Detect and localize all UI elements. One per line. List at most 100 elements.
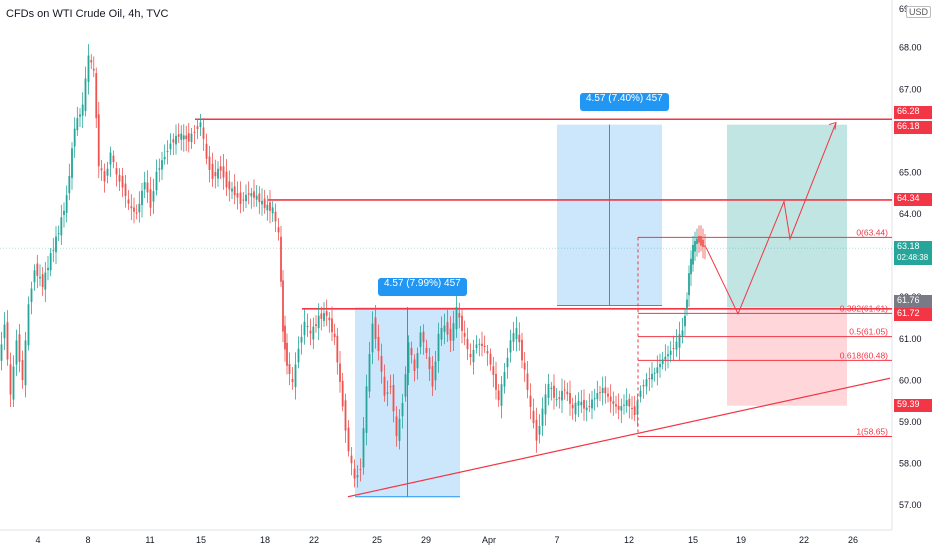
candle-body (217, 168, 219, 179)
candle-body (386, 392, 389, 394)
candle-body (692, 244, 694, 265)
candle-body (500, 384, 503, 406)
candle-body (3, 324, 6, 339)
candle-body (202, 127, 205, 139)
candle-body (690, 258, 692, 275)
candle-body (669, 350, 672, 355)
candle-body (481, 343, 483, 346)
candle-body (180, 133, 183, 140)
candle-body (604, 387, 607, 394)
candle-body (193, 131, 196, 133)
candle-body (458, 313, 461, 318)
price-axis-tag: 64.34 (894, 193, 932, 207)
candle-body (288, 364, 291, 374)
candle-body (97, 114, 100, 167)
candle-body (208, 156, 211, 170)
price-tick-label: 61.00 (899, 334, 922, 344)
candle-body (523, 362, 526, 370)
candle-body (466, 338, 469, 350)
time-tick-label: 22 (799, 535, 809, 545)
price-tick-label: 58.00 (899, 458, 922, 468)
candle-body (100, 168, 103, 171)
time-tick-label: 22 (309, 535, 319, 545)
candle-body (495, 373, 497, 390)
candle-body (492, 366, 495, 375)
candle-body (124, 183, 127, 196)
candle-body (555, 399, 558, 401)
candle-body (368, 353, 371, 392)
candle-body (190, 133, 193, 142)
candle-body (700, 236, 702, 246)
candle-body (303, 321, 306, 336)
price-tick-label: 67.00 (899, 84, 922, 94)
candle-body (563, 389, 566, 391)
price-tick-label: 65.00 (899, 167, 922, 177)
candle-body (625, 400, 628, 406)
candle-body (593, 398, 596, 400)
candle-body (112, 155, 115, 163)
candle-body (566, 391, 569, 395)
candle-body (483, 345, 486, 347)
candle-body (371, 323, 374, 353)
candle-body (449, 328, 452, 341)
candle-body (431, 365, 434, 387)
candle-body (648, 378, 651, 380)
candle-body (544, 394, 547, 415)
candle-body (356, 475, 359, 478)
time-tick-label: 15 (196, 535, 206, 545)
candle-body (667, 354, 669, 357)
candle-body (158, 168, 161, 170)
price-axis-tag: 59.39 (894, 399, 932, 413)
price-axis-tag: 66.18 (894, 120, 932, 134)
candle-body (222, 166, 225, 178)
candle-body (27, 304, 30, 346)
candle-body (569, 392, 571, 404)
candle-body (532, 410, 535, 424)
candle-body (455, 307, 458, 330)
candle-body (297, 348, 300, 363)
candle-body (18, 334, 21, 362)
time-tick-label: 25 (372, 535, 382, 545)
currency-label[interactable]: USD (906, 6, 932, 18)
candle-body (0, 344, 3, 361)
candle-body (339, 363, 341, 382)
time-tick-label: 19 (736, 535, 746, 545)
candle-body (353, 468, 356, 479)
candle-body (472, 349, 475, 363)
rising-trendline (347, 377, 891, 498)
candle-body (317, 315, 320, 329)
candle-body (486, 351, 489, 354)
candle-body (282, 280, 284, 332)
candle-body (47, 267, 49, 271)
candle-body (284, 325, 286, 350)
candle-body (347, 427, 350, 452)
candle-body (515, 328, 518, 340)
candle-body (526, 373, 529, 390)
candle-body (509, 340, 512, 353)
candle-body (52, 249, 55, 251)
time-tick-label: 26 (848, 535, 858, 545)
candle-body (599, 392, 601, 394)
candle-body (535, 419, 538, 441)
candle-body (130, 206, 133, 209)
candle-body (475, 344, 478, 349)
candle-body (684, 315, 686, 327)
price-tick-label: 59.00 (899, 417, 922, 427)
fib-level-label: 1(58.65) (856, 426, 888, 436)
candle-body (84, 78, 87, 111)
candle-body (675, 341, 678, 350)
candle-body (359, 469, 362, 471)
candle-body (389, 386, 392, 388)
fib-level-label: 0.618(60.48) (840, 350, 888, 360)
projection-path (705, 122, 837, 316)
time-tick-label: 11 (145, 535, 154, 545)
candle-body (255, 195, 258, 200)
candle-body (277, 227, 280, 233)
candle-body (211, 163, 214, 179)
candle-body (250, 193, 253, 197)
candle-body (266, 204, 269, 211)
candle-body (103, 171, 106, 182)
candle-body (121, 175, 124, 188)
price-tick-label: 64.00 (899, 209, 922, 219)
